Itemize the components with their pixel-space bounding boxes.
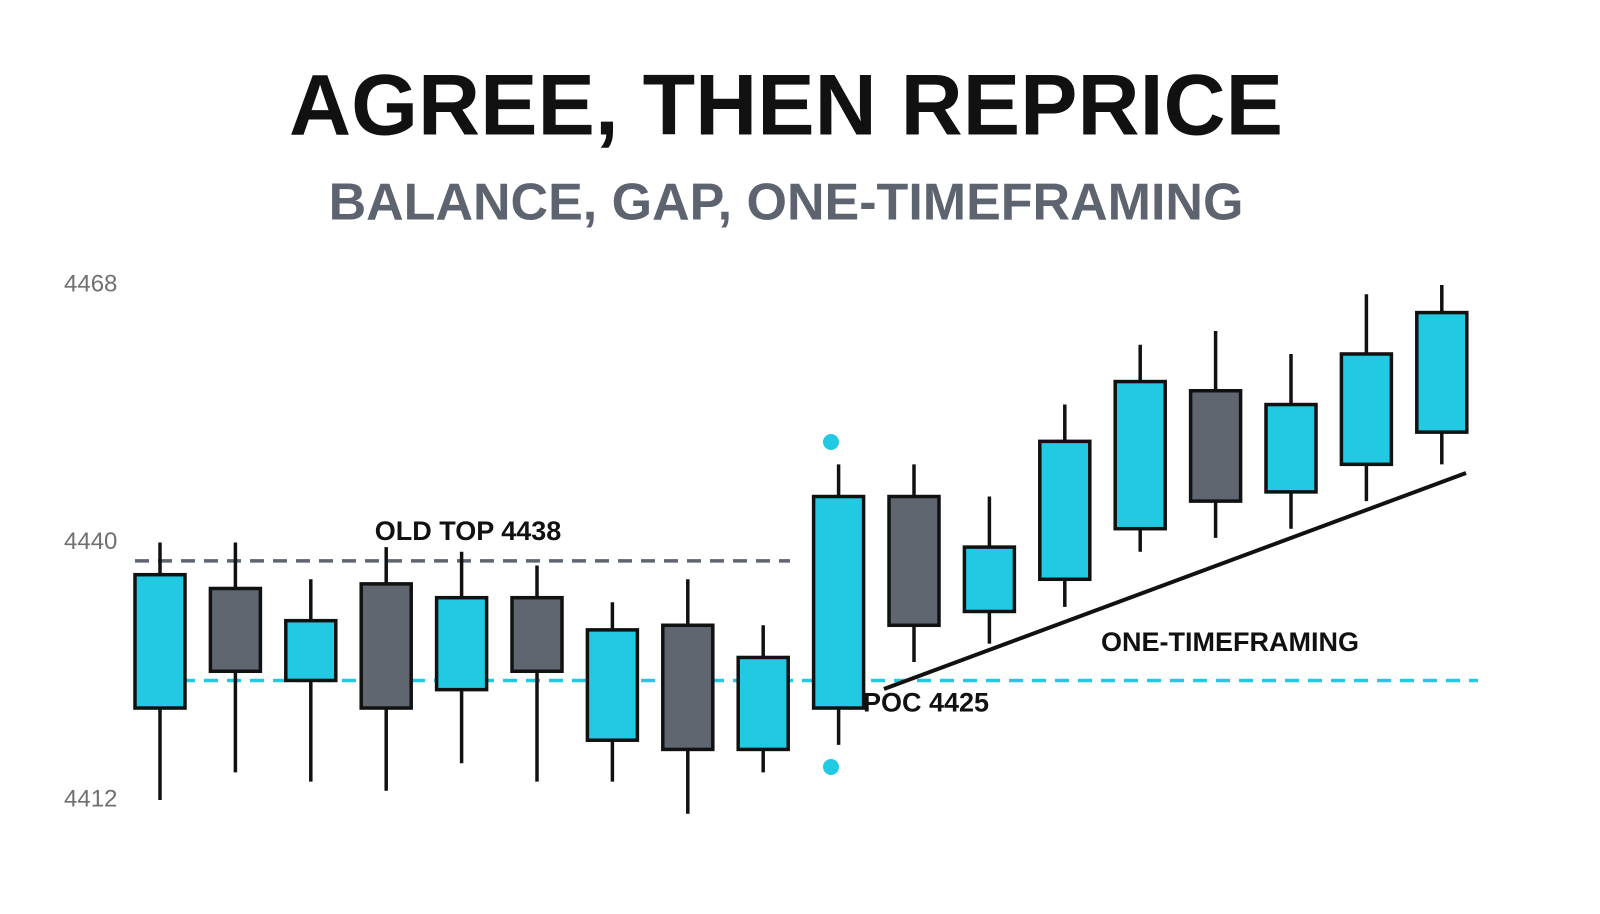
candles: [133, 284, 1469, 814]
candle-body: [887, 494, 941, 628]
gap-marker: [823, 434, 839, 450]
annotation: ONE-TIMEFRAMING: [1101, 627, 1359, 657]
candle-body: [1188, 389, 1243, 503]
candle-body: [1038, 439, 1092, 582]
candle-body: [208, 586, 263, 674]
candle-body: [811, 494, 866, 710]
trend-line: [883, 471, 1467, 691]
candle-body: [1415, 310, 1469, 434]
candle-body: [284, 618, 338, 683]
chart-subtitle: BALANCE, GAP, ONE-TIMEFRAMING: [329, 174, 1244, 232]
chart-title: AGREE, THEN REPRICE: [289, 58, 1283, 154]
candle-body: [133, 572, 187, 710]
y-tick-label: 4440: [64, 528, 117, 555]
level-label: OLD TOP 4438: [375, 516, 562, 546]
candle-body: [1113, 379, 1167, 531]
candle-body: [1264, 402, 1318, 494]
candle-body: [736, 655, 790, 752]
candle-body: [510, 595, 564, 674]
candle-body: [434, 595, 489, 692]
y-tick-label: 4468: [64, 270, 117, 297]
candle-body: [1339, 352, 1394, 467]
gap-marker: [823, 759, 839, 775]
level-label: POC 4425: [863, 688, 989, 718]
y-tick-label: 4412: [64, 785, 117, 812]
candle-body: [661, 623, 715, 752]
candle-body: [585, 628, 640, 742]
candle-body: [359, 582, 413, 710]
candle-body: [962, 545, 1017, 614]
